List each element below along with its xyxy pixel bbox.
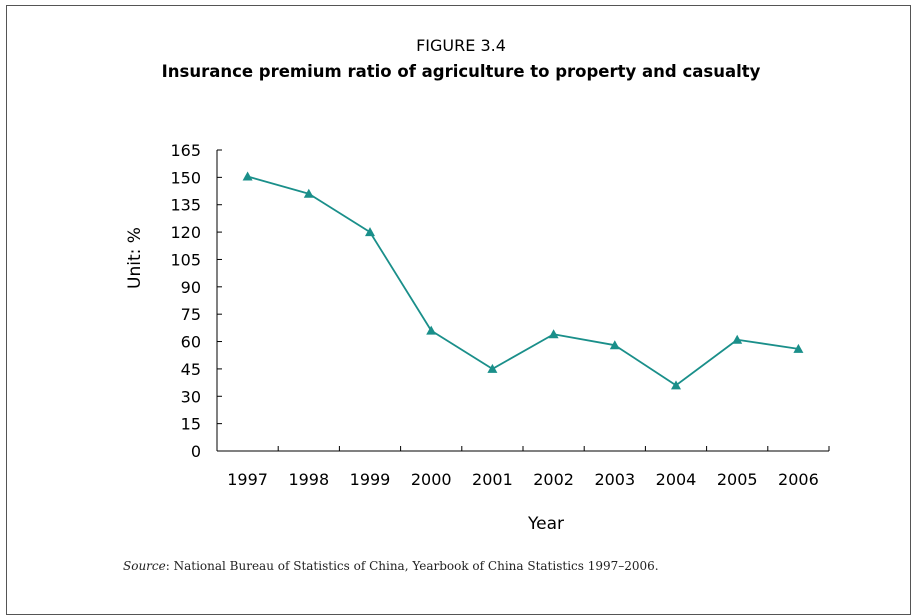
- y-tick-label: 60: [181, 333, 201, 352]
- y-tick-label: 30: [181, 387, 201, 406]
- x-tick-label: 2001: [472, 470, 513, 489]
- chart-title: Insurance premium ratio of agriculture t…: [161, 62, 761, 81]
- y-tick-label: 45: [181, 360, 201, 379]
- data-point-marker: [609, 340, 620, 350]
- data-point-marker: [548, 329, 559, 339]
- y-tick-label: 15: [181, 415, 201, 434]
- y-axis-ticks: 0 15 30 45 60 75 90 105 120 135 150 165: [170, 141, 222, 461]
- data-point-marker: [487, 363, 498, 373]
- data-point-marker: [732, 334, 743, 344]
- data-point-marker: [426, 325, 437, 335]
- x-tick-label: 2006: [778, 470, 819, 489]
- data-point-marker: [793, 343, 804, 353]
- y-tick-label: 150: [170, 168, 201, 187]
- y-tick-label: 75: [181, 305, 201, 324]
- x-tick-label: 2003: [594, 470, 635, 489]
- data-point-marker: [365, 227, 375, 237]
- x-tick-label: 2004: [656, 470, 697, 489]
- x-tick-label: 1999: [350, 470, 391, 489]
- figure-label: FIGURE 3.4: [416, 36, 506, 55]
- figure-frame: [6, 5, 911, 615]
- data-point-marker: [242, 171, 253, 181]
- x-tick-label: 2002: [533, 470, 574, 489]
- y-tick-label: 165: [170, 141, 201, 160]
- y-tick-label: 90: [181, 278, 201, 297]
- y-tick-label: 135: [170, 196, 201, 215]
- y-axis-label: Unit: %: [125, 227, 145, 289]
- data-point-marker: [671, 380, 681, 390]
- x-tick-label: 2000: [411, 470, 452, 489]
- y-tick-label: 105: [170, 250, 201, 269]
- source-note: Source: National Bureau of Statistics of…: [123, 559, 659, 573]
- y-tick-label: 0: [191, 442, 201, 461]
- source-label: Source: [123, 559, 166, 573]
- y-tick-label: 120: [170, 223, 201, 242]
- x-tick-label: 2005: [717, 470, 758, 489]
- source-text: : National Bureau of Statistics of China…: [165, 559, 659, 573]
- x-axis-label: Year: [527, 514, 564, 534]
- chart-series: [242, 171, 804, 390]
- data-point-marker: [303, 188, 314, 198]
- x-axis-ticks: 1997 1998 1999 2000 2001 2002 2003 2004 2005 2006: [216, 446, 830, 489]
- x-tick-label: 1997: [227, 470, 268, 489]
- series-line: [247, 175, 799, 387]
- x-tick-label: 1998: [288, 470, 329, 489]
